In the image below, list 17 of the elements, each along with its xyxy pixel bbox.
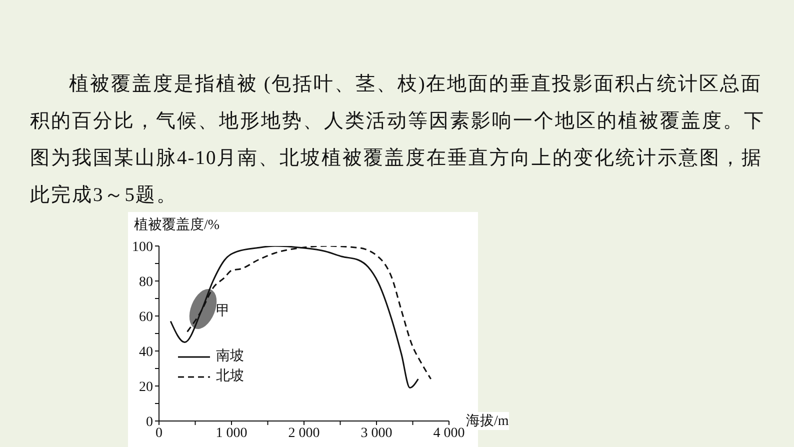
- y-axis-title: 植被覆盖度/%: [134, 216, 220, 234]
- x-tick-label: 2 000: [288, 426, 320, 441]
- x-tick-label: 1 000: [216, 426, 248, 441]
- y-tick-label: 20: [139, 380, 153, 395]
- x-axis-title: 海拔/m: [466, 412, 509, 430]
- legend-label: 北坡: [216, 368, 244, 386]
- chart-title: 植被覆盖度是指植被 (包括叶、茎、枝)在地面的垂直投影面积占统计区总面积的百分比，气候、地形地势、人类活动等因素影响一个地区的植被覆盖度。下图为我国某山脉4-10月南、北坡植被覆盖度在垂直方向上的变化统计示意图，据此完成3～5题。: [30, 72, 766, 208]
- legend-label: 南坡: [216, 348, 244, 366]
- y-tick-label: 100: [132, 240, 153, 255]
- y-tick-label: 0: [146, 414, 153, 430]
- x-tick-label: 3 000: [360, 426, 392, 441]
- y-tick-label: 60: [139, 310, 153, 325]
- x-tick-label: 4 000: [433, 426, 465, 441]
- y-tick-label: 40: [139, 344, 153, 360]
- annotation: 甲: [216, 303, 230, 320]
- y-tick-label: 80: [139, 274, 153, 290]
- x-tick-label: 0: [156, 426, 162, 441]
